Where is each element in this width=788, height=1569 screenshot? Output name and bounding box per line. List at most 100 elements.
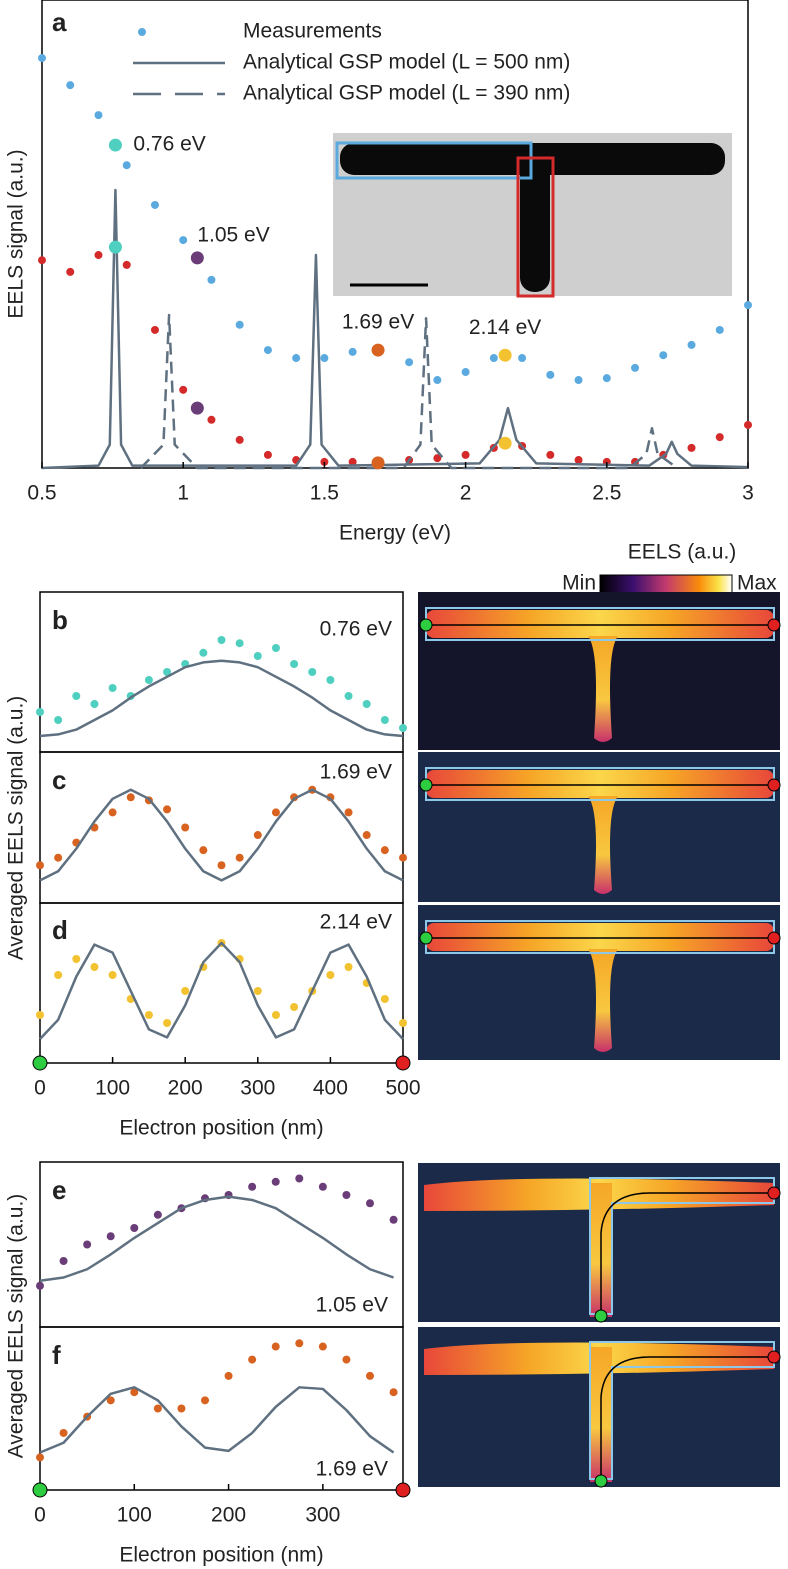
data-point	[405, 358, 414, 367]
x-axis-label: Electron position (nm)	[119, 1544, 323, 1567]
data-point	[130, 1224, 139, 1232]
x-tick-label: 200	[168, 1077, 203, 1100]
data-point	[83, 1240, 92, 1249]
annotation-label: 1.69 eV	[342, 311, 414, 334]
data-point	[36, 1453, 44, 1462]
data-point	[36, 861, 44, 870]
data-point	[150, 325, 159, 334]
colorbar-gradient	[599, 574, 733, 594]
x-tick-label: 1.5	[310, 482, 339, 505]
plot-area	[36, 1339, 398, 1462]
data-point	[326, 971, 335, 979]
data-point	[399, 853, 407, 862]
x-tick-label: 300	[240, 1077, 275, 1100]
data-point	[744, 301, 752, 310]
map-arm	[426, 770, 774, 798]
data-point	[36, 708, 44, 716]
y-axis-label: Averaged EELS signal (a.u.)	[5, 696, 28, 961]
data-point	[66, 267, 75, 276]
data-point	[207, 275, 216, 284]
data-point	[271, 1011, 280, 1019]
x-axis-label: Electron position (nm)	[119, 1117, 323, 1140]
data-point	[290, 1003, 299, 1011]
data-point	[574, 456, 583, 465]
data-point	[181, 987, 190, 995]
map-path	[600, 1192, 774, 1316]
data-point	[235, 320, 244, 329]
model-line	[39, 788, 404, 882]
data-point	[326, 793, 335, 802]
data-point	[292, 354, 301, 363]
data-point	[199, 846, 208, 855]
data-point	[348, 457, 357, 466]
data-point	[72, 692, 81, 700]
data-point	[380, 716, 389, 724]
data-point	[433, 454, 442, 463]
data-point	[362, 700, 371, 708]
axis-start-dot	[32, 1482, 48, 1498]
model-line	[39, 941, 404, 1040]
x-tick-label: 2.5	[592, 482, 621, 505]
data-point	[290, 660, 299, 668]
data-point	[59, 1257, 68, 1265]
energy-label: 1.69 eV	[320, 761, 392, 784]
data-point	[366, 1371, 374, 1380]
map-start	[594, 1309, 608, 1323]
plot-area	[36, 636, 407, 738]
data-point	[320, 354, 329, 363]
data-point	[295, 1174, 304, 1183]
data-point	[217, 636, 226, 644]
data-point	[344, 963, 353, 971]
data-point	[271, 1177, 280, 1186]
data-point	[224, 1371, 233, 1380]
y-axis-label: EELS signal (a.u.)	[5, 149, 28, 318]
panel-letter: f	[52, 1340, 61, 1370]
data-point	[54, 716, 63, 724]
data-point	[271, 644, 280, 652]
data-point	[308, 668, 317, 676]
model-line	[39, 1386, 395, 1454]
data-point	[518, 354, 527, 363]
data-point	[248, 1182, 257, 1191]
x-axis-label: Energy (eV)	[339, 522, 451, 545]
plot-area	[36, 939, 407, 1040]
annotation-marker	[190, 251, 204, 265]
data-point	[271, 1342, 280, 1351]
data-point	[380, 846, 389, 855]
data-point	[271, 808, 280, 817]
colorbar-max: Max	[737, 572, 777, 595]
data-point	[66, 81, 75, 90]
data-point	[153, 1404, 162, 1413]
data-point	[59, 1428, 68, 1437]
map-start	[419, 778, 433, 792]
map-end	[767, 931, 781, 945]
x-tick-label: 500	[385, 1077, 420, 1100]
data-point	[153, 1210, 162, 1219]
annotation-marker	[371, 343, 385, 357]
data-point	[106, 1396, 115, 1405]
panel-letter: a	[52, 7, 67, 37]
data-point	[546, 370, 555, 379]
data-point	[631, 363, 640, 372]
data-point	[326, 676, 335, 684]
data-point	[163, 1019, 172, 1027]
model-line	[39, 1195, 394, 1283]
data-point	[602, 374, 611, 383]
data-point	[94, 251, 103, 260]
data-point	[235, 853, 244, 862]
data-point	[687, 340, 696, 349]
map-path	[600, 1356, 774, 1481]
data-point	[318, 1182, 327, 1191]
colorbar-min: Min	[562, 572, 596, 595]
data-point	[546, 450, 555, 459]
data-point	[207, 415, 216, 424]
x-tick-label: 1	[177, 482, 189, 505]
data-point	[72, 955, 81, 963]
colorbar-title: EELS (a.u.)	[628, 541, 737, 564]
data-point	[36, 1281, 44, 1290]
colorbar: EELS (a.u.) Min Max	[562, 541, 777, 595]
inset-image	[333, 133, 732, 298]
data-point	[263, 450, 272, 459]
data-point	[489, 354, 498, 363]
